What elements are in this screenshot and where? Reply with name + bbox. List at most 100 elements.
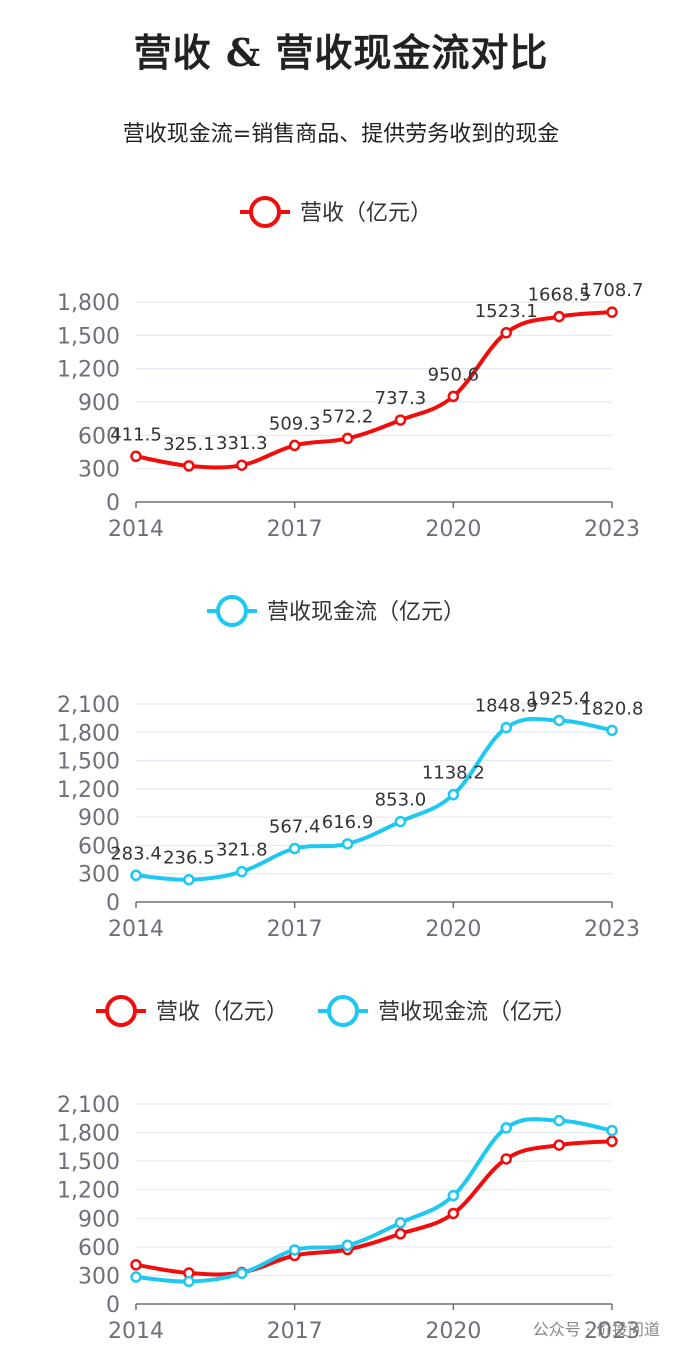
data-point [553,714,565,727]
data-point [500,1153,512,1165]
y-tick-label: 300 [78,458,120,483]
data-point [447,1207,460,1220]
data-point [341,432,354,445]
x-tick-label: 2020 [425,517,481,542]
data-label: 411.5 [110,424,162,445]
series-line [135,716,613,882]
data-label: 567.4 [269,817,321,838]
y-tick-label: 0 [106,1293,120,1318]
data-point [183,1275,195,1288]
y-tick-label: 300 [78,863,120,888]
y-tick-label: 300 [78,1264,120,1289]
y-tick-label: 1,200 [57,778,120,803]
legend-label: 营收（亿元） [156,1000,288,1025]
data-point [130,1271,142,1283]
data-point [553,1114,565,1127]
data-point [553,310,565,323]
cashflow-chart: 营收现金流（亿元） 0 300 600 900 1,200 1,500 1,800 2,100 2… [57,595,643,942]
x-tick-label: 2023 [584,917,640,942]
data-label: 616.9 [322,812,374,833]
data-label: 1138.2 [422,763,485,784]
data-label: 1668.5 [528,285,591,306]
legend-marker [216,595,248,627]
x-tick-label: 2020 [425,1319,481,1344]
y-tick-label: 600 [78,834,120,859]
data-point [606,1124,618,1137]
data-label: 1708.7 [581,280,644,301]
data-label: 283.4 [110,843,162,864]
data-point [183,460,195,472]
data-point [606,306,618,318]
data-point [288,842,301,855]
y-tick-label: 0 [106,491,120,516]
data-point [394,815,407,828]
y-tick-label: 1,800 [57,721,120,746]
data-point [394,1228,407,1240]
data-label: 572.2 [322,406,374,427]
y-tick-label: 900 [78,391,120,416]
legend-label: 营收现金流（亿元） [378,1000,576,1025]
data-point [130,1259,142,1271]
data-label: 950.6 [428,364,480,385]
legend-item: 营收现金流（亿元） [318,995,576,1027]
data-point [447,1189,460,1202]
y-tick-label: 1,800 [57,291,120,316]
data-point [500,327,512,339]
data-point [288,1244,301,1256]
data-point [130,450,142,463]
data-point [606,724,618,737]
y-tick-label: 2,100 [57,693,120,718]
legend-item: 营收现金流（亿元） [207,595,465,627]
data-label: 853.0 [375,790,427,811]
data-label: 509.3 [269,413,321,434]
data-point [500,721,512,734]
comparison-chart: 营收（亿元） 营收现金流（亿元） 0 300 600 900 1,200 1,500 1,800… [57,995,640,1344]
data-label: 325.1 [163,434,215,455]
data-point [236,459,248,471]
y-tick-label: 600 [78,424,120,449]
x-tick-label: 2017 [267,917,323,942]
y-tick-label: 1,500 [57,1150,120,1175]
data-point [236,1267,248,1280]
y-tick-label: 1,200 [57,358,120,383]
data-label: 236.5 [163,848,215,869]
data-point [130,869,142,882]
series-line [135,1139,613,1277]
page-title: 营收 & 营收现金流对比 [133,30,549,75]
legend-item: 营收（亿元） [96,995,288,1027]
x-tick-label: 2023 [584,1319,640,1344]
data-label: 321.8 [216,840,268,861]
data-point [341,1239,354,1251]
x-tick-label: 2014 [108,1319,164,1344]
x-tick-label: 2017 [267,1319,323,1344]
data-point [183,873,195,886]
y-tick-label: 1,200 [57,1179,120,1204]
y-tick-label: 900 [78,1207,120,1232]
legend-marker [105,995,137,1027]
data-label: 737.3 [375,388,427,409]
data-point [447,788,460,801]
data-point [288,439,301,452]
x-tick-label: 2020 [425,917,481,942]
x-tick-label: 2017 [267,517,323,542]
data-point [394,1217,407,1229]
y-tick-label: 600 [78,1236,120,1261]
legend-marker [249,196,281,228]
data-point [606,1135,618,1148]
x-tick-label: 2023 [584,517,640,542]
data-point [394,414,407,426]
series-line [135,310,613,470]
watermark: 公众号 · 价投问道 [532,1320,660,1339]
y-tick-label: 1,800 [57,1122,120,1147]
y-tick-label: 1,500 [57,750,120,775]
legend-item: 营收（亿元） [240,196,432,228]
data-label: 331.3 [216,433,268,454]
legend-label: 营收现金流（亿元） [267,600,465,625]
data-point [553,1139,565,1151]
data-label: 1848.9 [475,696,538,717]
data-point [341,838,354,850]
page-subtitle: 营收现金流=销售商品、提供劳务收到的现金 [122,122,560,147]
data-label: 1925.4 [528,688,591,709]
x-tick-label: 2014 [108,917,164,942]
legend-marker [327,995,359,1027]
